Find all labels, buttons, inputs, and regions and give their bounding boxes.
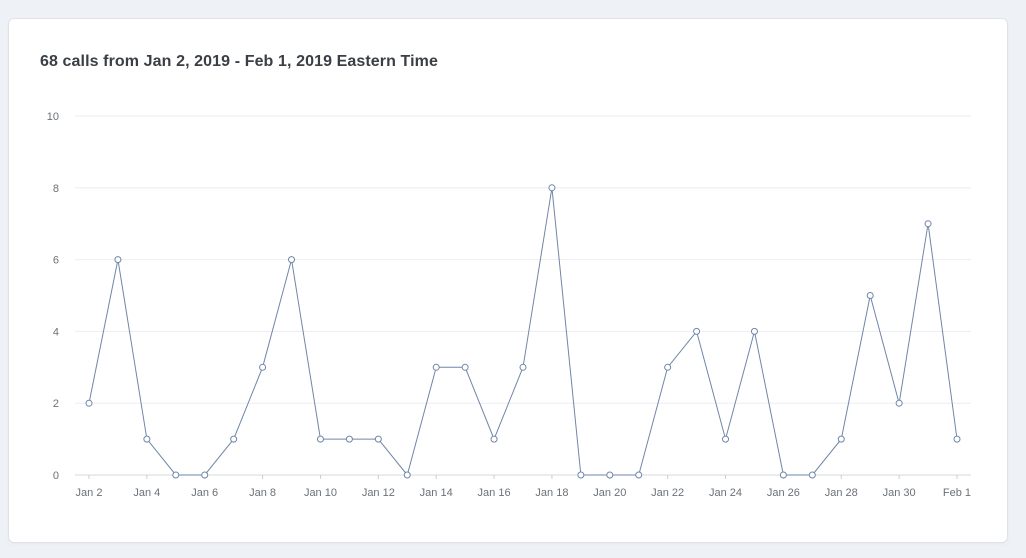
data-point[interactable] — [837, 435, 845, 443]
x-tick-label: Jan 22 — [651, 487, 684, 499]
points-layer — [85, 184, 961, 479]
x-tick-label: Jan 24 — [709, 487, 742, 499]
x-tick-label: Jan 28 — [825, 487, 858, 499]
data-point[interactable] — [172, 471, 180, 479]
data-point[interactable] — [953, 435, 961, 443]
x-tick-label: Jan 4 — [133, 487, 160, 499]
x-tick-label: Jan 20 — [593, 487, 626, 499]
data-point[interactable] — [808, 471, 816, 479]
data-point[interactable] — [606, 471, 614, 479]
y-tick-label: 2 — [53, 398, 59, 410]
x-tick-label: Jan 8 — [249, 487, 276, 499]
data-point[interactable] — [924, 220, 932, 228]
y-tick-label: 0 — [53, 470, 59, 482]
data-point[interactable] — [577, 471, 585, 479]
data-point[interactable] — [259, 363, 267, 371]
grid-layer — [75, 115, 971, 404]
data-point[interactable] — [461, 363, 469, 371]
chart-title: 68 calls from Jan 2, 2019 - Feb 1, 2019 … — [40, 53, 439, 70]
axis-layer: 0 2 4 6 8 10 Jan 2 Jan 4 Jan 6 Jan 8 Jan 10 Jan 12 J… — [47, 111, 971, 499]
x-tick-label: Jan 26 — [767, 487, 800, 499]
data-point[interactable] — [750, 327, 758, 335]
data-point[interactable] — [519, 363, 527, 371]
x-tick-label: Jan 16 — [478, 487, 511, 499]
data-point[interactable] — [693, 327, 701, 335]
x-tick-label: Jan 18 — [535, 487, 568, 499]
data-point[interactable] — [143, 435, 151, 443]
y-tick-label: 4 — [53, 326, 59, 338]
data-point[interactable] — [722, 435, 730, 443]
y-tick-label: 8 — [53, 183, 59, 195]
data-point[interactable] — [201, 471, 209, 479]
data-point[interactable] — [316, 435, 324, 443]
x-tick-label: Jan 2 — [76, 487, 103, 499]
x-tick-label: Jan 6 — [191, 487, 218, 499]
data-point[interactable] — [114, 256, 122, 264]
x-tick-label: Feb 1 — [943, 487, 971, 499]
data-point[interactable] — [866, 292, 874, 299]
x-tick-label: Jan 30 — [883, 487, 916, 499]
data-point[interactable] — [403, 471, 411, 479]
y-tick-label: 6 — [53, 255, 59, 267]
data-point[interactable] — [345, 435, 353, 443]
x-tick-label: Jan 14 — [420, 487, 453, 499]
data-point[interactable] — [374, 435, 382, 443]
data-point[interactable] — [230, 435, 238, 443]
chart-card: 68 calls from Jan 2, 2019 - Feb 1, 2019 … — [8, 18, 1008, 543]
data-point[interactable] — [490, 435, 498, 443]
x-tick-label: Jan 12 — [362, 487, 395, 499]
data-point[interactable] — [664, 363, 672, 371]
data-point[interactable] — [635, 471, 643, 479]
data-point[interactable] — [85, 399, 93, 407]
data-point[interactable] — [288, 256, 296, 264]
x-tick-label: Jan 10 — [304, 487, 337, 499]
calls-line-chart: 0 2 4 6 8 10 Jan 2 Jan 4 Jan 6 Jan 8 Jan 10 Jan 12 J… — [47, 111, 971, 499]
data-point[interactable] — [779, 471, 787, 479]
y-tick-label: 10 — [47, 111, 59, 123]
data-point[interactable] — [432, 363, 440, 371]
data-point[interactable] — [895, 399, 903, 407]
data-point[interactable] — [548, 184, 556, 192]
